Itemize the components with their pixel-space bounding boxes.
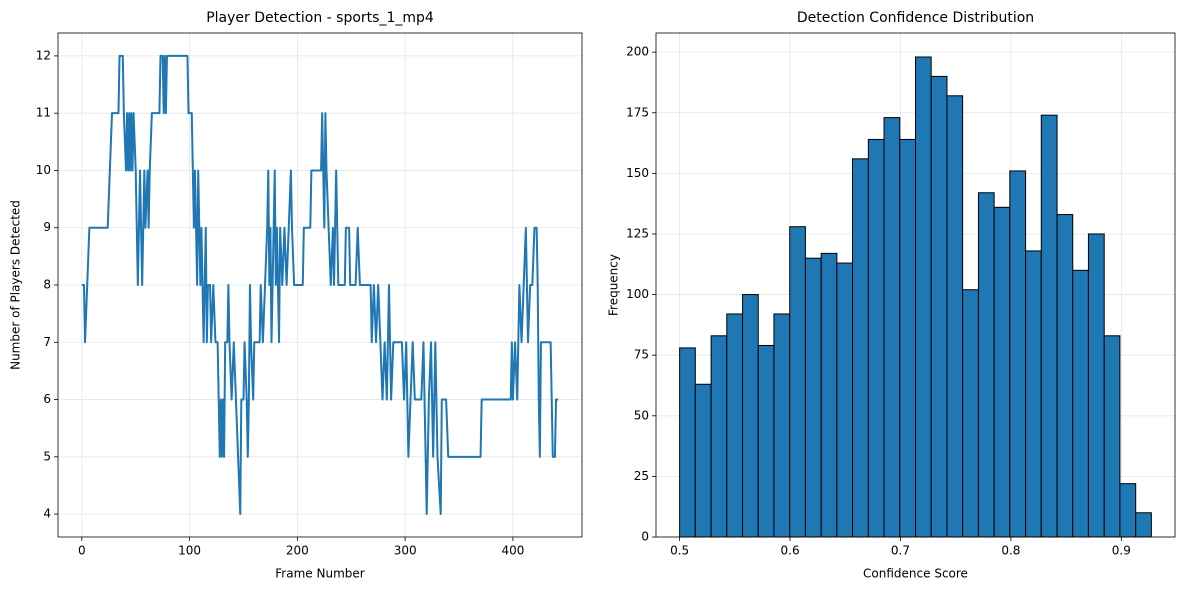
axes-frame (57, 32, 583, 538)
bar (773, 313, 791, 538)
y-tick-label: 0 (641, 530, 649, 544)
y-tick-label: 200 (626, 45, 649, 59)
x-axis-label: Frame Number (275, 567, 364, 581)
bar (899, 138, 917, 538)
y-tick-label: 175 (626, 105, 649, 119)
bar (915, 56, 932, 538)
bar (946, 95, 964, 538)
bar (1087, 233, 1105, 538)
y-tick-label: 25 (634, 469, 649, 483)
bar (679, 347, 696, 538)
bar (694, 383, 712, 538)
y-tick-label: 5 (43, 449, 51, 463)
bar (1072, 269, 1089, 538)
bar (1103, 335, 1121, 538)
bar (883, 117, 901, 538)
chart-title: Detection Confidence Distribution (797, 10, 1034, 26)
data-line (81, 54, 559, 516)
bar (930, 75, 948, 538)
x-tick-label: 0 (78, 544, 86, 558)
y-tick-label: 10 (36, 163, 51, 177)
bar (977, 192, 995, 538)
y-tick-label: 12 (36, 48, 51, 62)
x-tick-label: 0.7 (891, 544, 910, 558)
y-tick-label: 6 (43, 392, 51, 406)
y-tick-label: 125 (626, 226, 649, 240)
y-tick-label: 150 (626, 166, 649, 180)
x-tick-label: 200 (286, 544, 309, 558)
y-axis-label: Frequency (607, 254, 621, 316)
bar (726, 313, 744, 538)
bar (836, 262, 854, 538)
y-axis-label: Number of Players Detected (9, 200, 23, 370)
x-tick-label: 100 (178, 544, 201, 558)
y-tick-label: 9 (43, 220, 51, 234)
x-tick-label: 300 (394, 544, 417, 558)
bar (1009, 170, 1027, 538)
axes-frame (655, 32, 1176, 538)
y-tick-label: 7 (43, 335, 51, 349)
x-tick-label: 400 (501, 544, 524, 558)
bar (867, 138, 885, 538)
bar (852, 158, 869, 538)
bar (742, 294, 759, 538)
y-tick-label: 75 (634, 348, 649, 362)
x-tick-label: 0.5 (670, 544, 689, 558)
y-tick-label: 8 (43, 278, 51, 292)
bar (962, 289, 979, 538)
bar (1040, 114, 1058, 538)
x-tick-label: 0.6 (781, 544, 800, 558)
x-tick-label: 0.9 (1112, 544, 1131, 558)
bar (789, 226, 806, 538)
bar (710, 335, 728, 538)
bar (1135, 512, 1152, 538)
x-axis-label: Confidence Score (863, 567, 968, 581)
x-tick-label: 0.8 (1001, 544, 1020, 558)
bar (1056, 214, 1074, 538)
bar (993, 206, 1011, 538)
chart-title: Player Detection - sports_1_mp4 (206, 10, 434, 26)
bar (804, 257, 822, 538)
y-tick-label: 100 (626, 287, 649, 301)
bar (820, 252, 838, 538)
bar (1119, 483, 1137, 538)
bar (1025, 250, 1042, 538)
y-tick-label: 4 (43, 507, 51, 521)
y-tick-label: 11 (36, 106, 51, 120)
y-tick-label: 50 (634, 408, 649, 422)
bar (757, 344, 775, 538)
